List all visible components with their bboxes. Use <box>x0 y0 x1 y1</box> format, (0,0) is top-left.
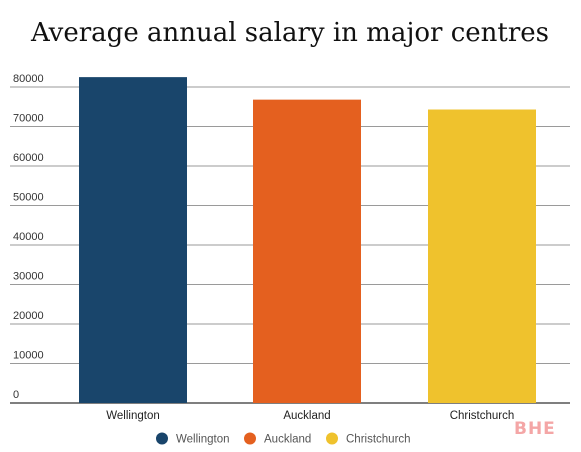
x-axis-labels: Wellington Auckland Christchurch <box>106 410 514 422</box>
legend-marker <box>156 432 168 445</box>
legend-label: Auckland <box>264 434 311 446</box>
chart-title: Average annual salary in major centres <box>30 18 549 48</box>
y-tick-label: 30000 <box>13 271 44 283</box>
x-tick-label: Christchurch <box>450 410 515 422</box>
y-tick-label: 20000 <box>13 310 44 322</box>
legend-label: Christchurch <box>346 434 411 446</box>
x-tick-label: Wellington <box>106 410 160 422</box>
bar-auckland <box>253 99 361 403</box>
legend-label: Wellington <box>176 434 230 446</box>
legend-marker <box>244 432 256 445</box>
y-tick-label: 80000 <box>13 73 44 85</box>
y-tick-label: 60000 <box>13 152 44 164</box>
y-axis-ticks: 0 10000 20000 30000 40000 50000 60000 70000 8000… <box>13 73 44 401</box>
bar-wellington <box>79 77 187 403</box>
legend: Wellington Auckland Christchurch <box>156 432 411 446</box>
y-tick-label: 0 <box>13 389 19 401</box>
legend-marker <box>326 432 338 445</box>
y-tick-label: 70000 <box>13 113 44 125</box>
y-tick-label: 10000 <box>13 350 44 362</box>
x-tick-label: Auckland <box>283 410 330 422</box>
bar-christchurch <box>428 109 536 403</box>
y-tick-label: 40000 <box>13 231 44 243</box>
watermark-logo: BHE <box>514 419 556 439</box>
bars <box>79 77 536 403</box>
y-tick-label: 50000 <box>13 192 44 204</box>
